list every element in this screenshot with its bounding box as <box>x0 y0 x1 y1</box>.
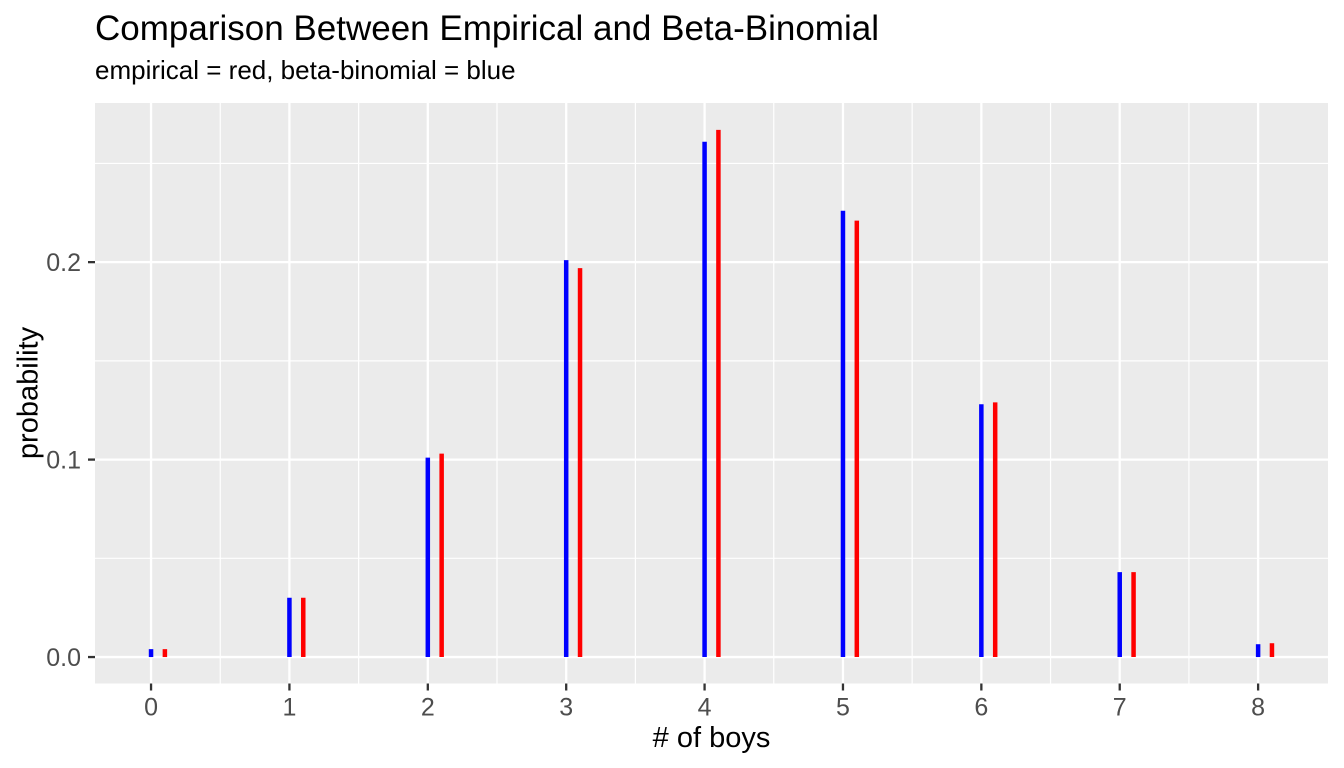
y-tick-label: 0.2 <box>46 249 81 277</box>
chart-subtitle: empirical = red, beta-binomial = blue <box>95 55 516 85</box>
x-tick-label: 7 <box>1113 694 1127 722</box>
x-tick-label: 1 <box>282 694 296 722</box>
x-tick-label: 6 <box>974 694 988 722</box>
x-tick-label: 2 <box>421 694 435 722</box>
x-tick-label: 5 <box>836 694 850 722</box>
x-tick-label: 3 <box>559 694 573 722</box>
x-tick-label: 4 <box>698 694 712 722</box>
chart-title: Comparison Between Empirical and Beta-Bi… <box>95 9 879 48</box>
y-tick-label: 0.0 <box>46 644 81 672</box>
x-tick-label: 8 <box>1251 694 1265 722</box>
x-tick-label: 0 <box>144 694 158 722</box>
x-axis-title: # of boys <box>652 722 771 754</box>
y-tick-label: 0.1 <box>46 447 81 475</box>
plot-panel <box>95 103 1328 684</box>
